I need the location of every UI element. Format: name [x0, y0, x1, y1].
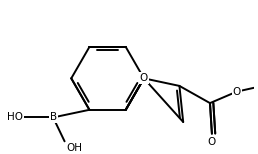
- Text: O: O: [140, 73, 148, 83]
- Text: OH: OH: [67, 143, 83, 153]
- Text: HO: HO: [6, 112, 22, 122]
- Text: O: O: [233, 87, 241, 97]
- Text: O: O: [208, 138, 216, 148]
- Text: B: B: [50, 112, 57, 122]
